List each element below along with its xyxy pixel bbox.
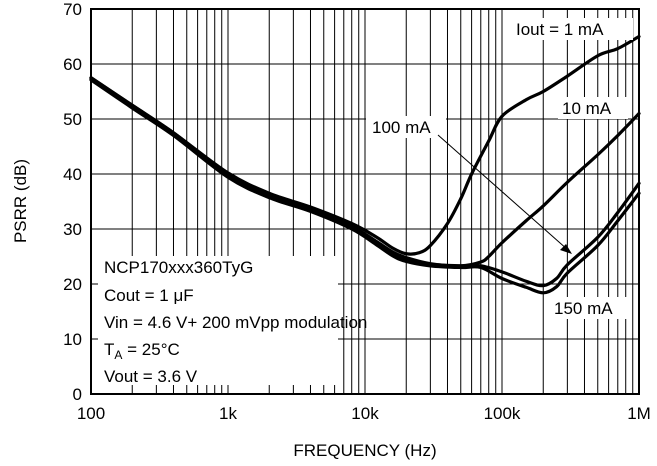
plot-frame [90,8,640,395]
cond-vin: Vin = 4.6 V+ 200 mVpp modulation [104,313,367,332]
label-1ma-bg [511,18,633,40]
cond-device: NCP170xxx360TyG [104,258,253,277]
cond-vout: Vout = 3.6 V [104,367,198,386]
y-axis-title: PSRR (dB) [11,159,30,243]
y-tick-label: 10 [63,330,82,349]
conditions-box-bg [98,256,338,385]
label-100ma-bg [366,116,446,138]
y-tick-label: 70 [63,0,82,19]
y-tick-label: 40 [63,165,82,184]
x-tick-label: 1k [219,404,237,423]
series-line-3 [89,78,641,295]
cond-ta-prefix: T [104,340,114,359]
tick-labels: 100 1k 10k 100k 1M 0 10 20 30 40 50 60 70 [63,0,651,423]
label-10ma: 10 mA [562,99,612,118]
label-150ma: 150 mA [554,299,613,318]
pointer-arrowhead [560,244,572,254]
x-axis-title: FREQUENCY (Hz) [293,441,436,460]
x-tick-label: 1M [627,404,651,423]
x-tick-label: 10k [351,404,379,423]
cond-ta-sub: A [114,348,122,362]
label-100ma: 100 mA [372,118,431,137]
series-lines [89,34,641,295]
label-150ma-bg [549,297,631,319]
y-tick-label: 20 [63,275,82,294]
x-tick-label: 100 [77,404,105,423]
pointer-line [437,134,569,251]
cond-ta: TA = 25°C [104,340,180,362]
y-tick-label: 30 [63,220,82,239]
label-iout-1ma: Iout = 1 mA [516,20,604,39]
cond-cout: Cout = 1 μF [104,286,194,305]
y-tick-label: 50 [63,110,82,129]
cond-ta-suffix: = 25°C [122,340,179,359]
y-tick-label: 60 [63,55,82,74]
y-tick-label: 0 [73,385,82,404]
annotations: NCP170xxx360TyG Cout = 1 μF Vin = 4.6 V+… [98,18,633,386]
label-10ma-bg [558,97,628,119]
x-tick-label: 100k [484,404,521,423]
